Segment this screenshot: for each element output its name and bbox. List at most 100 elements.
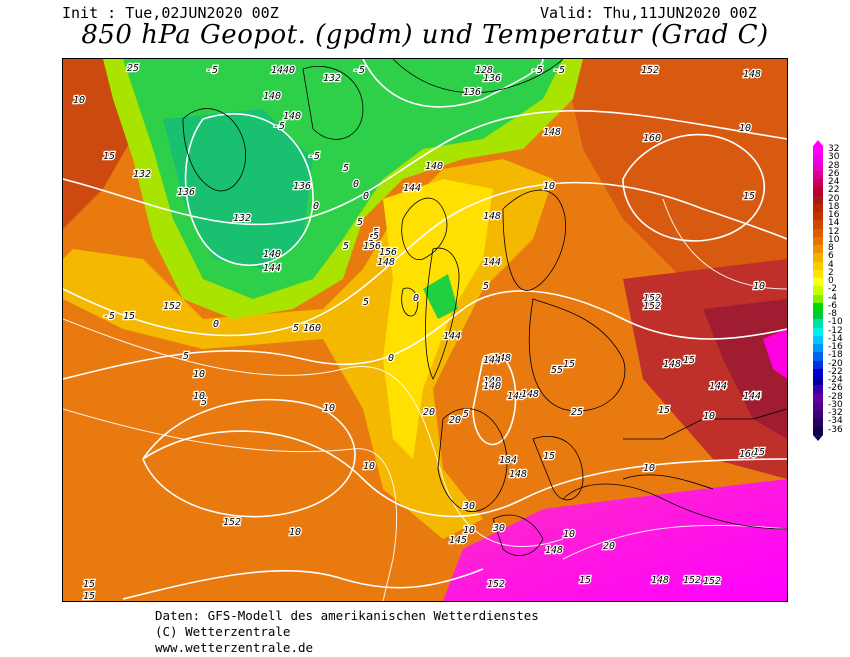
isoline-label: 144 bbox=[483, 355, 501, 366]
isoline-label: 0 bbox=[413, 293, 419, 304]
legend-arrow-up bbox=[813, 140, 823, 146]
legend-arrow-down bbox=[813, 434, 823, 441]
isoline-label: 144 bbox=[443, 331, 461, 342]
isoline-label: -5 bbox=[206, 65, 218, 76]
isoline-label: 10 bbox=[193, 391, 205, 402]
legend-swatch bbox=[813, 261, 823, 270]
cold-core bbox=[163, 109, 313, 269]
legend-label: 28 bbox=[828, 160, 840, 171]
legend-label: 10 bbox=[828, 234, 840, 245]
isoline-label: 152 bbox=[643, 301, 661, 312]
isoline-label: -5 bbox=[531, 65, 543, 76]
legend-label: -10 bbox=[828, 317, 843, 328]
legend-swatch bbox=[813, 327, 823, 336]
isoline-label: 140 bbox=[425, 161, 443, 172]
isoline-label: 148 bbox=[651, 575, 669, 586]
credit-line-3: www.wetterzentrale.de bbox=[155, 640, 314, 655]
isoline-label: 5 bbox=[463, 409, 469, 420]
isoline-label: 0 bbox=[363, 191, 369, 202]
isoline-label: 25 bbox=[571, 407, 583, 418]
isoline-label: 132 bbox=[133, 169, 151, 180]
legend-label: -22 bbox=[828, 366, 843, 377]
isoline-label: 148 bbox=[507, 391, 525, 402]
isoline-label: 10 bbox=[643, 463, 655, 474]
isoline-label: 148 bbox=[663, 359, 681, 370]
isoline-label: -5 bbox=[308, 151, 320, 162]
isoline-label: 10 bbox=[563, 529, 575, 540]
isoline-label: 136 bbox=[463, 87, 481, 98]
legend-label: 8 bbox=[828, 243, 834, 253]
isoline-label: 55 bbox=[551, 365, 563, 376]
cold-spot bbox=[423, 274, 458, 319]
isoline-label: 5 bbox=[373, 227, 379, 238]
legend-swatch bbox=[813, 294, 823, 303]
isoline-label: 5 bbox=[343, 241, 349, 252]
legend-label: -4 bbox=[828, 292, 837, 303]
weather-map: 0 -5 144 0 -5 132 136 128 -5 -5 152 148 136 10 15 132 13… bbox=[62, 58, 788, 602]
legend-swatch bbox=[813, 236, 823, 245]
isoline-label: 30 bbox=[462, 501, 475, 512]
isoline-label: -5 bbox=[553, 65, 565, 76]
isoline-label: 148 bbox=[743, 69, 761, 80]
isoline-label: 30 bbox=[492, 523, 505, 534]
isoline-group bbox=[63, 59, 787, 600]
legend-label: -8 bbox=[828, 309, 837, 319]
isoline-label: 15 bbox=[658, 405, 670, 416]
map-title: 850 hPa Geopot. (gpdm) und Temperatur (G… bbox=[81, 20, 769, 50]
heat-spot-east bbox=[763, 329, 787, 379]
isoline-label: 144 bbox=[709, 381, 727, 392]
isoline-label: 10 bbox=[753, 281, 765, 292]
heat-zone-south bbox=[443, 479, 787, 601]
isoline-label: 15 bbox=[103, 151, 115, 162]
legend-swatch bbox=[813, 393, 823, 402]
isoline-label: 136 bbox=[293, 181, 311, 192]
isoline-label: 148 bbox=[543, 127, 561, 138]
legend-label: 2 bbox=[828, 267, 834, 278]
isoline-label: 10 bbox=[323, 403, 335, 414]
init-time: Init : Tue,02JUN2020 00Z bbox=[62, 4, 279, 22]
isoline-label: 15 bbox=[563, 359, 575, 370]
legend-label: -18 bbox=[828, 350, 843, 361]
isoline-label: 10 bbox=[193, 369, 205, 380]
isoline-label: 152 bbox=[163, 301, 181, 312]
isoline-label: 5 bbox=[183, 351, 189, 362]
legend-label: -34 bbox=[828, 416, 843, 427]
isoline-label: 140 bbox=[263, 91, 281, 102]
isoline-label: 148 bbox=[521, 389, 539, 400]
legend-label: 0 bbox=[828, 276, 834, 286]
isoline-label: 140 bbox=[483, 381, 501, 392]
isoline-label: 148 bbox=[743, 391, 761, 402]
isoline-label: 15 bbox=[123, 311, 135, 322]
legend-label: 14 bbox=[828, 218, 840, 229]
isoline-label: 10 bbox=[463, 525, 475, 536]
credit-line-1: Daten: GFS-Modell des amerikanischen Wet… bbox=[155, 608, 539, 623]
isoline-label: -5 bbox=[103, 311, 115, 322]
legend-swatch bbox=[813, 195, 823, 204]
legend-swatch bbox=[813, 368, 823, 377]
legend-swatch bbox=[813, 319, 823, 328]
isoline-label: 5 bbox=[343, 163, 349, 174]
legend-swatch bbox=[813, 162, 823, 171]
legend-label: -6 bbox=[828, 300, 837, 311]
legend-label: -12 bbox=[828, 325, 843, 336]
legend-swatch bbox=[813, 377, 823, 386]
legend-swatch bbox=[813, 212, 823, 221]
isoline-label: 148 bbox=[545, 545, 563, 556]
legend-label: -36 bbox=[828, 424, 843, 435]
isoline-label: 152 bbox=[643, 293, 661, 304]
isoline-label: 184 bbox=[499, 455, 517, 466]
legend-swatch bbox=[813, 146, 823, 155]
isoline-label: 0 bbox=[127, 63, 133, 74]
isoline-label: 15 bbox=[743, 191, 755, 202]
isoline-label: 10 bbox=[363, 461, 375, 472]
isoline-label: 132 bbox=[233, 213, 251, 224]
isoline-label: 15 bbox=[543, 451, 555, 462]
legend-swatch bbox=[813, 187, 823, 196]
legend-swatch bbox=[813, 426, 823, 435]
legend-label: 20 bbox=[828, 193, 840, 204]
legend-swatch bbox=[813, 335, 823, 344]
legend-swatch bbox=[813, 410, 823, 419]
legend-swatch bbox=[813, 170, 823, 179]
legend-swatch bbox=[813, 418, 823, 427]
isoline-label: 156 bbox=[363, 241, 381, 252]
